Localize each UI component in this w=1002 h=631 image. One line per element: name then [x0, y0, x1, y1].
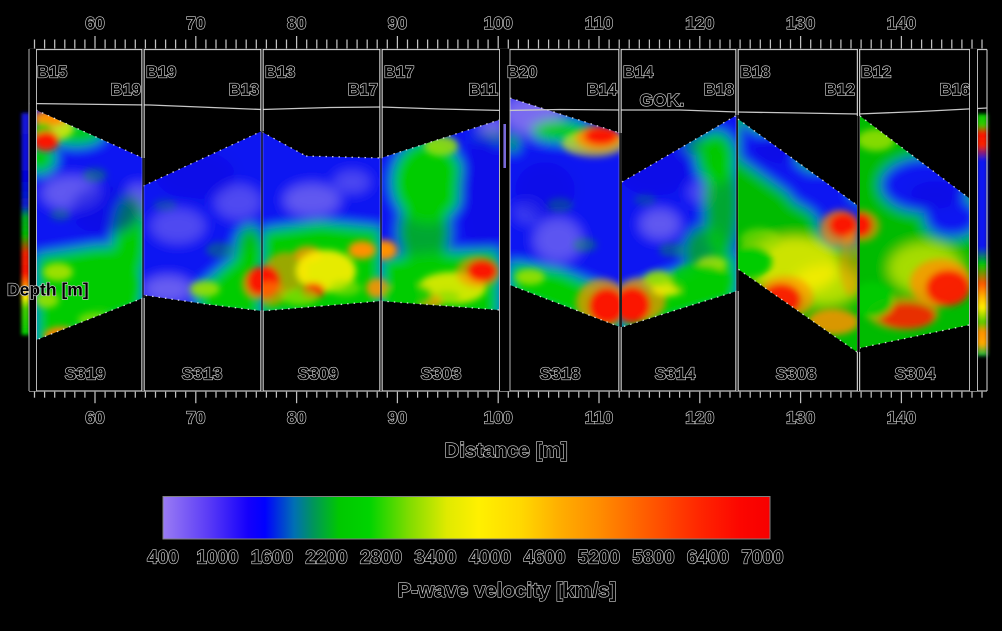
svg-text:4000: 4000 — [469, 548, 511, 569]
svg-text:S318: S318 — [540, 364, 581, 384]
svg-text:100: 100 — [484, 13, 513, 33]
svg-text:B12: B12 — [861, 64, 891, 82]
svg-text:S309: S309 — [298, 364, 339, 384]
svg-text:B11: B11 — [469, 81, 498, 99]
svg-text:B15: B15 — [37, 64, 67, 82]
svg-text:GOK.: GOK. — [640, 90, 685, 110]
svg-text:5800: 5800 — [632, 548, 674, 569]
svg-text:70: 70 — [186, 13, 206, 33]
svg-text:Distance [m]: Distance [m] — [444, 439, 567, 462]
svg-text:B19: B19 — [146, 64, 176, 82]
svg-text:130: 130 — [786, 408, 815, 428]
svg-text:120: 120 — [685, 13, 714, 33]
svg-text:7000: 7000 — [741, 548, 783, 569]
svg-text:140: 140 — [887, 408, 916, 428]
svg-text:S304: S304 — [895, 364, 936, 384]
svg-text:110: 110 — [585, 408, 613, 428]
svg-text:70: 70 — [186, 408, 206, 428]
svg-text:2800: 2800 — [360, 548, 402, 569]
svg-text:1000: 1000 — [196, 548, 238, 569]
svg-text:1600: 1600 — [251, 548, 293, 569]
svg-text:B18: B18 — [740, 64, 770, 82]
svg-text:400: 400 — [147, 548, 179, 569]
svg-text:B18: B18 — [704, 81, 734, 99]
svg-text:80: 80 — [287, 13, 307, 33]
svg-text:60: 60 — [85, 408, 105, 428]
svg-text:B14: B14 — [587, 81, 618, 99]
svg-text:90: 90 — [388, 408, 408, 428]
svg-text:B17: B17 — [348, 81, 378, 99]
svg-text:Depth [m]: Depth [m] — [7, 280, 89, 300]
svg-text:80: 80 — [287, 408, 307, 428]
svg-text:100: 100 — [484, 408, 513, 428]
svg-text:B13: B13 — [229, 81, 259, 99]
svg-text:B20: B20 — [507, 64, 537, 82]
svg-text:P-wave velocity [km/s]: P-wave velocity [km/s] — [398, 579, 617, 602]
svg-text:B12: B12 — [825, 81, 855, 99]
svg-text:3400: 3400 — [414, 548, 456, 569]
svg-text:S313: S313 — [182, 364, 223, 384]
svg-text:2200: 2200 — [305, 548, 347, 569]
svg-text:120: 120 — [685, 408, 714, 428]
svg-text:5200: 5200 — [578, 548, 620, 569]
svg-text:130: 130 — [786, 13, 815, 33]
svg-text:110: 110 — [585, 13, 613, 33]
svg-text:S303: S303 — [421, 364, 462, 384]
svg-text:B17: B17 — [384, 64, 414, 82]
svg-text:140: 140 — [887, 13, 916, 33]
svg-text:S314: S314 — [655, 364, 696, 384]
svg-text:6400: 6400 — [687, 548, 729, 569]
svg-text:60: 60 — [85, 13, 105, 33]
svg-text:4600: 4600 — [523, 548, 565, 569]
svg-text:B13: B13 — [265, 64, 295, 82]
svg-text:S308: S308 — [776, 364, 817, 384]
svg-text:90: 90 — [388, 13, 408, 33]
svg-text:S319: S319 — [65, 364, 106, 384]
svg-text:B16: B16 — [940, 81, 970, 99]
svg-text:B19: B19 — [111, 81, 141, 99]
svg-text:B14: B14 — [623, 64, 654, 82]
